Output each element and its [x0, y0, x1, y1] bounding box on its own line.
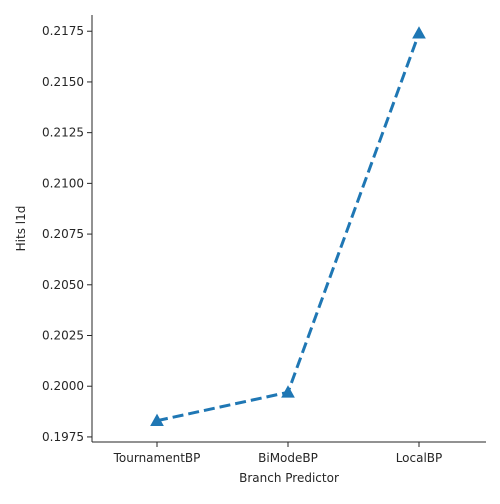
- series-layer: [150, 26, 426, 427]
- y-tick-label: 0.2100: [42, 176, 84, 190]
- y-tick-label: 0.2150: [42, 75, 84, 89]
- data-point-marker: [281, 385, 295, 398]
- y-axis-label: Hits l1d: [14, 206, 28, 252]
- y-tick-label: 0.2075: [42, 227, 84, 241]
- y-tick-label: 0.2125: [42, 126, 84, 140]
- x-axis-label: Branch Predictor: [239, 471, 339, 485]
- x-axis-ticks: TournamentBP BiModeBP LocalBP: [113, 442, 443, 465]
- x-tick-label: TournamentBP: [113, 451, 201, 465]
- y-tick-label: 0.2175: [42, 24, 84, 38]
- y-tick-label: 0.2025: [42, 329, 84, 343]
- data-point-marker: [412, 26, 426, 39]
- data-point-marker: [150, 413, 164, 427]
- y-axis-ticks: 0.1975 0.2000 0.2025 0.2050 0.2075 0.2100 0.21…: [42, 24, 92, 444]
- x-tick-label: BiModeBP: [258, 451, 318, 465]
- y-tick-label: 0.2000: [42, 379, 84, 393]
- series-line: [156, 32, 421, 423]
- y-tick-label: 0.1975: [42, 430, 84, 444]
- x-tick-label: LocalBP: [396, 451, 443, 465]
- y-tick-label: 0.2050: [42, 278, 84, 292]
